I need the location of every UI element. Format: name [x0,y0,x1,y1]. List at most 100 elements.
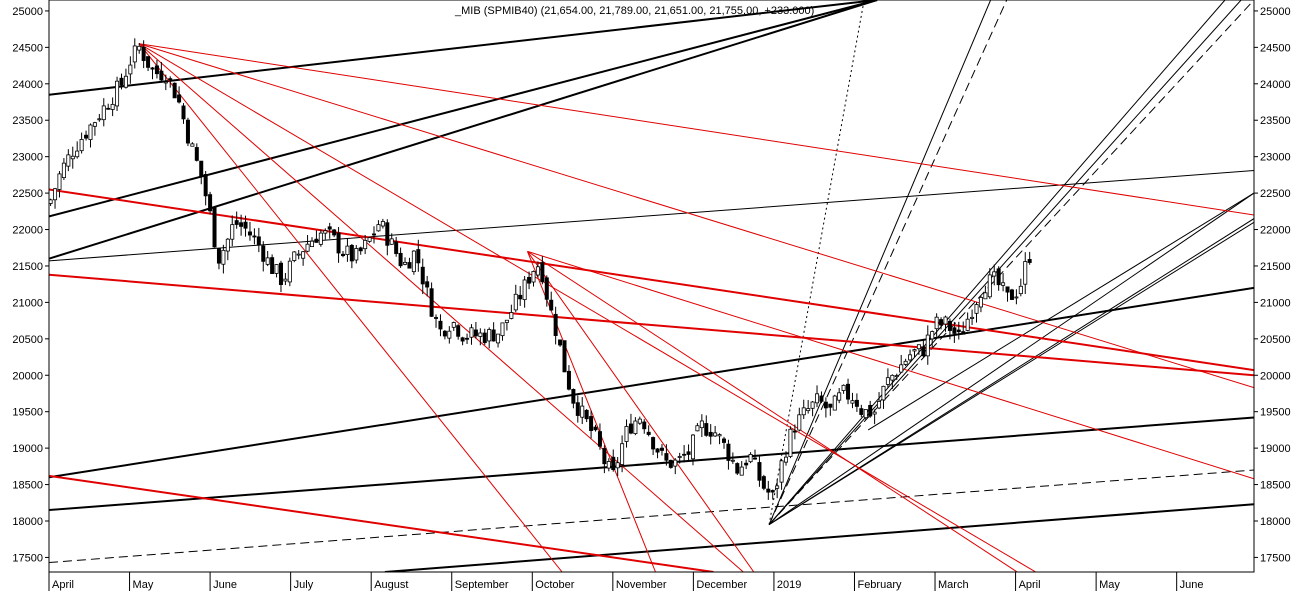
x-tick-label-14: June [1180,579,1204,591]
candle-body-220 [1023,261,1028,285]
trend-line-29 [527,251,755,572]
candle-body-141 [673,459,678,467]
candle-body-112 [544,277,549,300]
x-tick-label-12: April [1019,579,1041,591]
x-tick-label-4: August [374,579,408,591]
y-tick-label-left-20500: 20500 [12,334,43,346]
candle-body-187 [877,401,882,409]
candle-body-216 [1005,286,1010,293]
candle-body-174 [819,395,824,402]
candle-body-22 [146,56,151,68]
candle-body-71 [363,239,368,250]
candle-body-186 [872,411,877,415]
candle-body-203 [947,320,952,331]
candle-body-154 [730,459,735,462]
candle-body-107 [522,279,527,301]
candle-body-191 [894,375,899,378]
candle-body-61 [318,232,323,245]
y-tick-label-right-25000: 25000 [1260,6,1291,18]
y-tick-label-right-24500: 24500 [1260,42,1291,54]
candle-body-144 [686,451,691,455]
candle-body-64 [332,229,337,236]
candle-body-67 [345,245,350,255]
candle-body-119 [575,402,580,416]
candle-body-125 [602,448,607,465]
candle-body-176 [828,403,833,408]
candle-body-79 [398,252,403,267]
candle-body-1 [53,188,58,201]
candle-body-69 [354,248,359,261]
x-tick-label-10: February [857,579,902,591]
candle-body-15 [115,80,120,107]
candle-body-111 [540,262,545,283]
candle-body-215 [1001,282,1006,286]
candle-body-193 [903,360,908,365]
candle-body-157 [744,462,749,466]
candle-body-85 [425,281,430,288]
candle-body-103 [504,319,509,323]
trend-line-5 [49,286,1254,479]
y-tick-label-right-19500: 19500 [1260,407,1291,419]
candle-body-39 [221,249,226,265]
candle-body-10 [92,122,97,127]
candle-body-16 [119,77,124,86]
candle-body-108 [527,276,532,284]
y-tick-label-right-18000: 18000 [1260,516,1291,528]
candle-body-78 [394,241,399,254]
candle-body-153 [726,443,731,461]
candle-body-169 [797,414,802,431]
candle-body-178 [837,392,842,401]
y-tick-label-left-22000: 22000 [12,225,43,237]
candle-body-20 [137,45,142,51]
candle-body-131 [628,423,633,434]
candle-body-77 [389,238,394,245]
candle-body-189 [885,377,890,385]
trend-line-17 [768,221,1254,526]
y-tick-label-right-19000: 19000 [1260,443,1291,455]
candle-body-84 [420,266,425,285]
candle-body-116 [562,340,567,373]
candle-body-21 [141,46,146,61]
candle-body-58 [305,243,310,252]
y-tick-label-right-23500: 23500 [1260,115,1291,127]
candle-body-101 [496,333,501,344]
candle-body-167 [788,428,793,457]
candle-body-140 [668,459,673,468]
candle-body-43 [239,222,244,227]
candle-body-201 [939,319,944,326]
candle-body-37 [212,207,217,248]
candle-body-147 [699,420,704,429]
candle-body-47 [256,236,261,246]
candle-body-212 [987,274,992,298]
candle-body-200 [934,316,939,330]
y-tick-label-left-20000: 20000 [12,370,43,382]
candle-body-104 [509,312,514,319]
y-tick-label-right-22500: 22500 [1260,188,1291,200]
trend-line-20 [49,273,1254,377]
candle-body-175 [823,401,828,409]
candle-body-25 [159,70,164,81]
y-tick-label-left-24000: 24000 [12,79,43,91]
trend-line-8 [384,503,1254,572]
candle-body-148 [704,423,709,436]
candle-body-18 [128,64,133,75]
candle-body-19 [132,45,137,63]
trend-line-1 [49,0,878,96]
candle-body-99 [487,329,492,342]
candle-body-5 [70,155,75,160]
candle-body-164 [775,485,780,489]
candle-body-23 [150,67,155,70]
trend-line-22 [139,43,1254,216]
candle-body-97 [478,332,483,337]
candle-body-93 [460,337,465,342]
candle-body-143 [682,453,687,456]
x-tick-label-13: May [1099,579,1120,591]
candle-body-150 [713,432,718,437]
candle-body-130 [624,426,629,442]
candle-body-36 [208,194,213,212]
candle-body-89 [442,330,447,337]
candle-body-114 [553,313,558,336]
candle-body-14 [110,103,115,110]
candle-body-129 [620,443,625,465]
